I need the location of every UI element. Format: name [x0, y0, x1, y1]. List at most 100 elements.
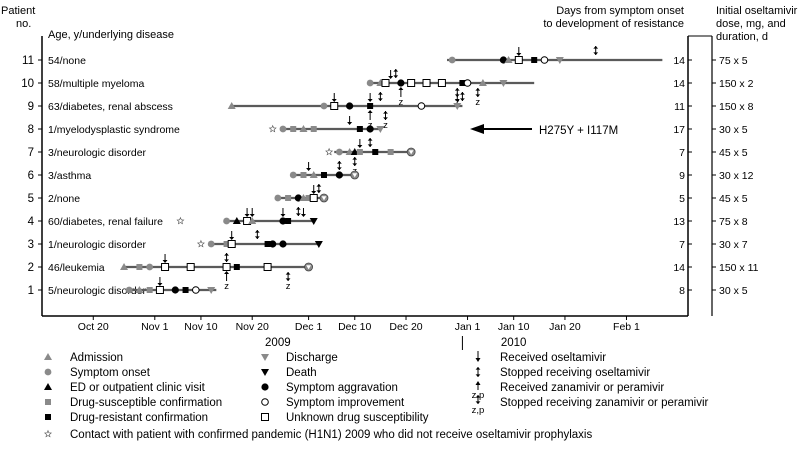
year-label: 2010: [501, 337, 527, 349]
legend-item: Symptom aggravation: [261, 382, 398, 394]
received-oseltamivir-marker: [280, 208, 286, 217]
death-marker: [309, 218, 318, 225]
received-oseltamivir-marker: [306, 162, 312, 171]
days-to-resistance: 11: [674, 101, 685, 113]
patient-age-disease: 1/myelodysplastic syndrome: [48, 124, 180, 136]
x-tick-label: Nov 10: [184, 321, 217, 333]
discharge-marker: [499, 80, 508, 87]
symptom-onset-marker: [44, 368, 52, 376]
drug-susceptible-confirmation-marker: [290, 126, 297, 132]
contact-marker: [325, 147, 334, 156]
initial-dose: 45 x 5: [719, 147, 748, 159]
symptom-onset-marker: [279, 125, 287, 133]
days-to-resistance: 7: [679, 147, 685, 159]
patient-row: 9 63/diabetes, renal abscess 11 150 x 8 z z: [28, 92, 754, 131]
legend-label: Drug-resistant confirmation: [70, 412, 208, 424]
initial-dose: 75 x 8: [719, 216, 748, 228]
resistant-confirmation-marker: [372, 149, 379, 155]
unknown-susceptibility-marker: [186, 263, 195, 271]
x-tick-label: Nov 1: [141, 321, 169, 333]
admission-marker: [44, 353, 52, 360]
resistant-confirmation-marker: [459, 80, 466, 86]
x-tick-label: Nov 20: [236, 321, 269, 333]
contact-marker: [176, 216, 185, 225]
symptom-improvement-marker: [463, 79, 472, 87]
symptom-aggravation-marker: [261, 383, 269, 391]
symptom-onset-marker: [146, 263, 154, 271]
patient-number: 10: [21, 78, 34, 90]
unknown-susceptibility-marker: [422, 79, 431, 87]
unknown-susceptibility-marker: [381, 79, 390, 87]
discharge-improvement-marker: [406, 147, 416, 157]
symptom-onset-marker: [320, 102, 328, 110]
initial-dose: 150 x 2: [719, 78, 754, 90]
legend-item: Admission: [44, 352, 123, 364]
stopped-oseltamivir-marker: [377, 92, 383, 101]
unknown-susceptibility-marker: [437, 79, 446, 87]
received-oseltamivir-marker: [311, 185, 317, 194]
legend-label: Symptom onset: [70, 367, 151, 379]
stopped-zanamivir-or-peramivir-marker: z: [285, 272, 291, 292]
admission-marker: [504, 56, 513, 63]
initial-dose: 30 x 12: [719, 170, 754, 182]
unknown-susceptibility-marker: [261, 413, 269, 421]
stopped-oseltamivir-marker: [295, 207, 301, 216]
legend-label: Received zanamivir or peramivir: [500, 382, 664, 394]
patient-number: 8: [28, 124, 34, 136]
initial-dose: 150 x 11: [719, 262, 759, 274]
symptom-aggravation-marker: [397, 79, 405, 87]
x-tick-label: Dec 1: [295, 321, 323, 333]
days-to-resistance: 14: [673, 78, 685, 90]
legend-label: Received oseltamivir: [500, 352, 606, 364]
received-oseltamivir-marker: [331, 93, 337, 102]
stopped-oseltamivir-marker: [393, 69, 399, 78]
zp-sublabel: z: [383, 120, 388, 131]
drug-susceptible-confirmation-marker: [356, 149, 363, 155]
legend-label: Unknown drug susceptibility: [286, 412, 429, 424]
symptom-aggravation-marker: [346, 102, 354, 110]
legend-item: Stopped receiving oseltamivir: [475, 367, 650, 379]
header-dose-line3: duration, d: [716, 31, 768, 43]
patient-row: 8 1/myelodysplastic syndrome 17 30 x 5: [28, 116, 748, 136]
received-oseltamivir-marker: [388, 70, 394, 79]
symptom-onset-marker: [125, 286, 133, 294]
stopped-oseltamivir-marker: [224, 253, 229, 262]
received-oseltamivir-marker: [357, 139, 363, 148]
patient-age-disease: 46/leukemia: [48, 262, 105, 274]
patient-number: 7: [28, 147, 34, 159]
ed-visit-marker: [350, 148, 359, 155]
initial-dose: 30 x 5: [719, 285, 748, 297]
symptom-aggravation-marker: [335, 171, 343, 179]
drug-susceptible-confirmation-marker: [45, 399, 51, 405]
stopped-oseltamivir-marker: [316, 184, 322, 193]
patient-row: 6 3/asthma 9 30 x 12: [28, 161, 754, 182]
drug-susceptible-confirmation-marker: [387, 149, 394, 155]
patient-number: 3: [28, 239, 34, 251]
received-oseltamivir-marker: [454, 93, 460, 102]
x-tick-label: Jan 20: [549, 321, 581, 333]
received-oseltamivir-marker: [300, 208, 306, 217]
legend-item: Drug-susceptible confirmation: [45, 397, 222, 409]
patient-age-disease: 2/none: [48, 193, 80, 205]
discharge-improvement-marker: [350, 170, 360, 180]
resistant-confirmation-marker: [45, 414, 51, 420]
patient-number: 9: [28, 101, 34, 113]
symptom-aggravation-marker: [279, 240, 287, 248]
days-to-resistance: 14: [673, 55, 685, 67]
annotation-arrow-head: [470, 124, 484, 134]
received-oseltamivir-marker: [249, 208, 255, 217]
symptom-aggravation-marker: [269, 240, 277, 248]
patient-row: 10 58/multiple myeloma 14 150 x 2 z z z: [21, 69, 754, 108]
x-axis: Oct 20 Nov 1 Nov 10 Nov 20 Dec 1 Dec 10 Dec 20…: [78, 316, 640, 350]
year-label: 2009: [265, 337, 291, 349]
admission-marker: [478, 79, 487, 86]
header-dose-line2: dose, mg, and: [716, 18, 786, 30]
legend-label: Discharge: [286, 352, 338, 364]
patient-number: 5: [28, 193, 34, 205]
death-marker: [314, 241, 323, 248]
header-dose-line1: Initial oseltamivir: [716, 5, 798, 17]
initial-dose: 30 x 5: [719, 124, 748, 136]
header-patient-line1: Patient: [1, 5, 35, 17]
